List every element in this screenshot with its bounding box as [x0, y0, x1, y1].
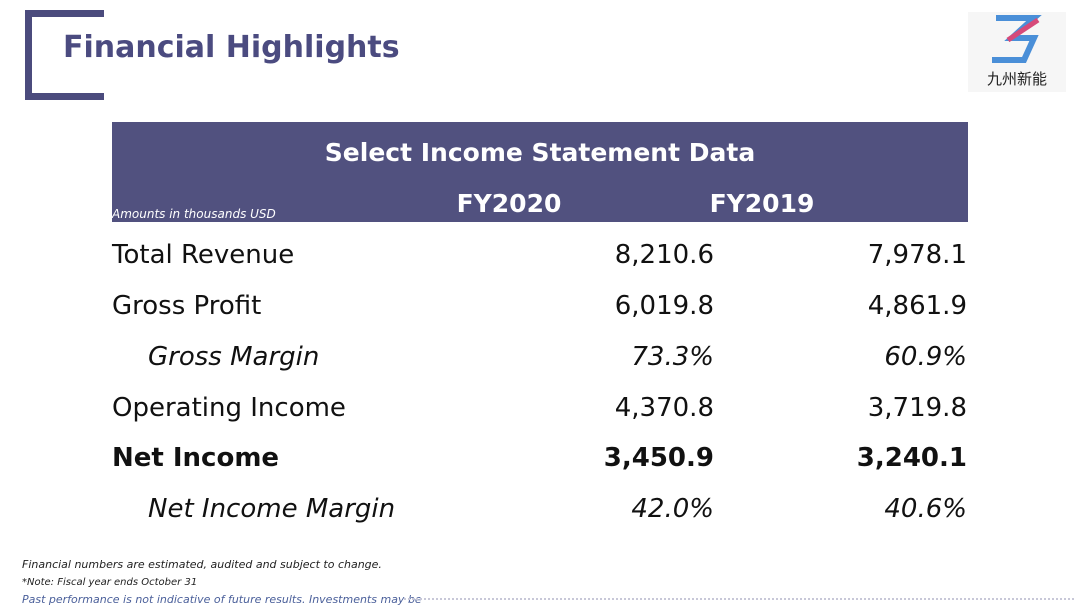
- row-label: Net Income Margin: [148, 494, 396, 524]
- cell: 3,719.8: [867, 393, 967, 423]
- slide-title: Financial Highlights: [63, 30, 400, 65]
- title-bracket: [25, 10, 104, 100]
- logo-icon: [992, 15, 1042, 63]
- cell: 4,861.9: [867, 291, 967, 321]
- cell: 3,240.1: [856, 443, 967, 473]
- row-label: Operating Income: [112, 393, 346, 423]
- truncated-text: [404, 598, 1074, 600]
- row-label: Net Income: [112, 443, 280, 473]
- disclaimer: Past performance is not indicative of fu…: [22, 593, 422, 606]
- cell: 42.0%: [631, 494, 714, 524]
- footnote: *Note: Fiscal year ends October 31: [22, 577, 198, 588]
- row-label: Total Revenue: [112, 240, 295, 270]
- cell: 7,978.1: [867, 240, 967, 270]
- row-label: Gross Profit: [112, 291, 262, 321]
- cell: 8,210.6: [614, 240, 714, 270]
- cell: 6,019.8: [614, 291, 714, 321]
- table-header: [112, 122, 968, 222]
- cell: 73.3%: [631, 342, 714, 372]
- footnote: Financial numbers are estimated, audited…: [22, 558, 382, 571]
- column-header: FY2020: [456, 189, 562, 218]
- cell: 4,370.8: [614, 393, 714, 423]
- logo-mark: [992, 15, 1042, 63]
- row-label: Gross Margin: [148, 342, 320, 372]
- table-title: Select Income Statement Data: [324, 138, 756, 167]
- logo: 九州新能: [968, 12, 1066, 92]
- logo-accent: [1006, 17, 1040, 43]
- logo-text: 九州新能: [986, 70, 1047, 88]
- column-header: FY2019: [709, 189, 815, 218]
- cell: 3,450.9: [603, 443, 714, 473]
- units-note: Amounts in thousands USD: [112, 207, 276, 221]
- cell: 40.6%: [884, 494, 967, 524]
- cell: 60.9%: [884, 342, 967, 372]
